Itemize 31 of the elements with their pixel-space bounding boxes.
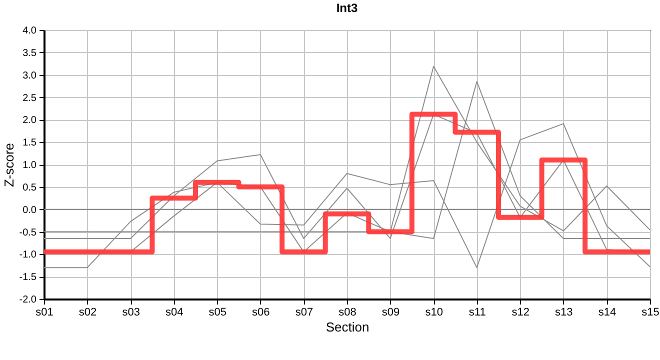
x-tick-label: s01 <box>36 306 54 318</box>
x-tick-label: s13 <box>555 306 573 318</box>
x-tick-label: s07 <box>295 306 314 318</box>
x-tick-label: s03 <box>122 306 140 318</box>
y-axis-title: Z-score <box>1 142 16 188</box>
chart-title: Int3 <box>336 1 358 15</box>
y-tick-label: 1.5 <box>22 138 37 149</box>
x-axis-title: Section <box>326 320 370 334</box>
y-tick-label: -0.5 <box>19 227 37 238</box>
y-tick-label: -1.5 <box>19 272 37 284</box>
y-tick-label: -1.0 <box>19 250 37 261</box>
x-tick-label: s04 <box>165 306 184 318</box>
y-tick-label: 2.0 <box>22 115 37 126</box>
x-tick-label: s02 <box>78 306 97 318</box>
x-tick-label: s09 <box>382 306 400 318</box>
x-tick-label: s10 <box>425 306 443 318</box>
y-tick-label: 0.0 <box>22 204 37 216</box>
x-tick-label: s05 <box>208 306 227 318</box>
x-tick-label: s08 <box>338 306 356 318</box>
y-tick-label: 3.5 <box>22 48 37 59</box>
y-tick-label: 3.0 <box>22 70 37 82</box>
y-tick-label: -2.0 <box>19 294 37 306</box>
x-tick-label: s11 <box>468 306 486 318</box>
x-tick-label: s14 <box>598 306 616 318</box>
y-tick-label: 1.0 <box>22 160 37 171</box>
y-tick-label: 0.5 <box>22 182 37 194</box>
x-tick-label: s15 <box>642 306 660 318</box>
x-tick-label: s12 <box>512 306 530 318</box>
y-tick-label: 4.0 <box>22 26 37 36</box>
y-tick-label: 2.5 <box>22 92 37 104</box>
x-tick-label: s06 <box>252 306 270 318</box>
